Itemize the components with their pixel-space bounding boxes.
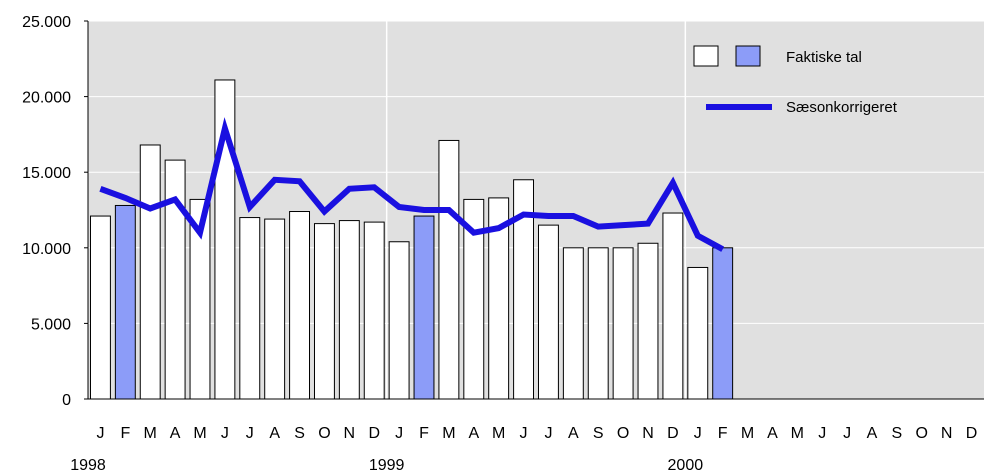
bar-24 [687,266,709,400]
year-labels: 1998 1999 2000 [70,457,703,474]
bar-0 [89,215,111,400]
x-tick-label-35: D [966,425,978,442]
plot-background [88,21,984,399]
bar-18 [537,224,559,400]
x-tick-label-14: M [442,425,455,442]
x-tick-label-6: J [246,425,254,442]
x-tick-label-18: J [544,425,552,442]
x-tick-label-26: M [741,425,754,442]
bar-1 [114,204,136,400]
x-tick-label-30: J [843,425,851,442]
x-tick-label-21: O [617,425,629,442]
bar-21 [612,247,634,400]
bar-7 [264,218,286,400]
bar-23 [662,212,684,400]
x-tick-label-33: O [916,425,928,442]
bar-11 [363,221,385,400]
year-label-2000: 2000 [668,457,704,474]
x-tick-label-34: N [941,425,953,442]
year-label-1998: 1998 [70,457,106,474]
x-tick-label-31: A [867,425,878,442]
bar-10 [338,220,360,400]
x-tick-label-7: A [269,425,280,442]
y-tick-label-5: 25.000 [22,14,71,31]
x-tick-label-11: D [368,425,380,442]
bar-12 [388,241,410,400]
y-tick-label-0: 0 [62,392,71,409]
bar-20 [587,247,609,400]
bar-14 [438,139,460,400]
legend: Faktiske tal Sæsonkorrigeret [693,45,898,116]
y-tick-label-1: 5.000 [31,316,71,333]
y-tick-label-4: 20.000 [22,90,71,107]
x-tick-label-10: N [344,425,356,442]
legend-label-actual: Faktiske tal [786,49,862,66]
x-tick-label-23: D [667,425,679,442]
x-tick-label-8: S [294,425,305,442]
x-tick-label-2: M [144,425,157,442]
x-tick-label-32: S [892,425,903,442]
bar-9 [313,223,335,400]
x-tick-label-12: J [395,425,403,442]
x-tick-label-9: O [318,425,330,442]
x-tick-label-29: J [818,425,826,442]
x-tick-label-1: F [120,425,130,442]
x-tick-label-4: M [193,425,206,442]
x-tick-label-15: A [468,425,479,442]
bar-3 [164,159,186,400]
bar-2 [139,144,161,400]
y-tick-label-3: 15.000 [22,165,71,182]
x-tick-label-20: S [593,425,604,442]
x-tick-label-13: F [419,425,429,442]
x-tick-label-16: M [492,425,505,442]
x-tick-label-28: M [791,425,804,442]
bar-22 [637,242,659,400]
x-tick-label-17: J [520,425,528,442]
y-tick-labels: 0 5.000 10.000 15.000 20.000 25.000 [22,14,88,409]
x-tick-label-25: F [718,425,728,442]
y-tick-label-2: 10.000 [22,241,71,258]
x-tick-label-19: A [568,425,579,442]
x-tick-label-22: N [642,425,654,442]
legend-label-seasonal: Sæsonkorrigeret [786,99,898,116]
bar-8 [289,211,311,400]
x-tick-label-27: A [767,425,778,442]
bar-25 [712,247,734,400]
bar-6 [239,217,261,400]
legend-swatch-actual [693,45,719,67]
x-tick-label-3: A [170,425,181,442]
legend-swatch-actual-highlight [735,45,761,67]
year-label-1999: 1999 [369,457,405,474]
bar-13 [413,215,435,400]
x-tick-label-0: J [96,425,104,442]
seasonal-adjusted-line [99,117,725,252]
x-tick-label-5: J [221,425,229,442]
x-tick-label-24: J [694,425,702,442]
bar-19 [562,247,584,400]
bar-series [89,79,734,400]
